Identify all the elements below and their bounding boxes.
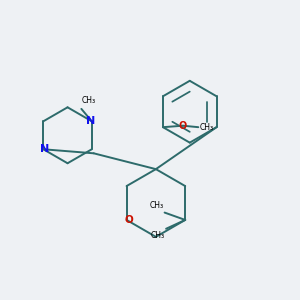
Text: N: N [86,116,95,126]
Text: CH₃: CH₃ [150,201,164,210]
Text: N: N [40,144,50,154]
Text: O: O [124,215,133,225]
Text: CH₃: CH₃ [151,231,165,240]
Text: CH₃: CH₃ [82,96,96,105]
Text: CH₃: CH₃ [200,123,214,132]
Text: O: O [179,121,187,131]
